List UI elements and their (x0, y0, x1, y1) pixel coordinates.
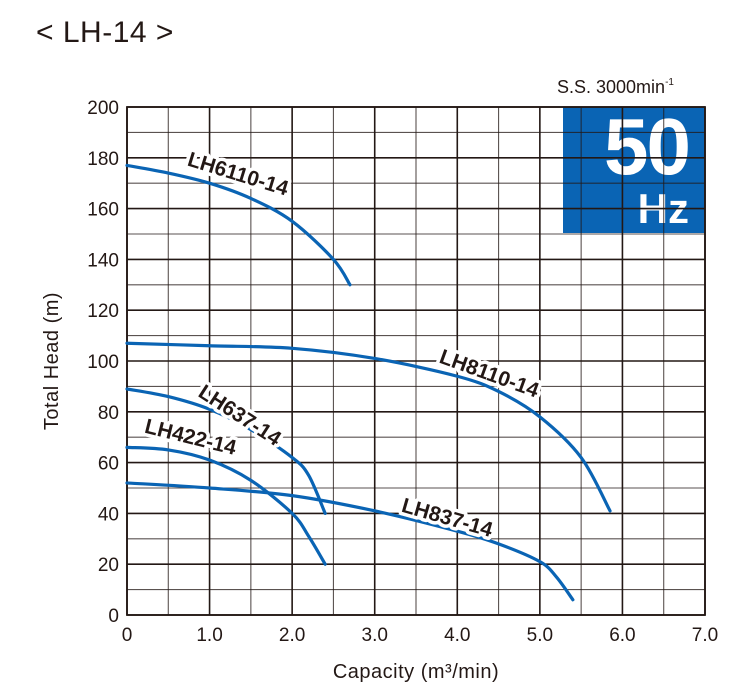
svg-text:LH837-14: LH837-14 (399, 494, 495, 542)
speed-label: S.S. 3000min-1 (557, 77, 674, 97)
x-tick-label: 1.0 (196, 625, 222, 646)
y-tick-label: 100 (87, 352, 119, 373)
y-axis-label: Total Head (m) (41, 292, 63, 430)
x-axis-label: Capacity (m³/min) (333, 661, 499, 683)
y-tick-label: 160 (87, 200, 119, 221)
performance-curves (125, 163, 612, 602)
y-tick-label: 60 (98, 454, 119, 475)
x-tick-label: 5.0 (527, 625, 553, 646)
curve-lh6110-14 (125, 163, 352, 287)
y-tick-label: 80 (98, 403, 119, 424)
x-tick-label: 3.0 (362, 625, 388, 646)
x-tick-label: 7.0 (692, 625, 718, 646)
y-tick-label: 200 (87, 98, 119, 119)
axis-ticks: 0 20 40 60 80 100 120 140 160 180 200 0 1.0 2.0 3.0 4.0… (87, 98, 718, 646)
y-tick-label: 40 (98, 504, 119, 525)
y-tick-label: 20 (98, 555, 119, 576)
y-tick-label: 180 (87, 149, 119, 170)
chart-title: < LH-14 > (36, 16, 174, 49)
x-tick-label: 0 (122, 625, 133, 646)
y-tick-label: 120 (87, 301, 119, 322)
x-tick-label: 4.0 (444, 625, 470, 646)
curve-lh422-14 (125, 445, 327, 566)
x-tick-label: 2.0 (279, 625, 305, 646)
y-tick-label: 0 (108, 606, 119, 627)
curve-lh8110-14 (125, 341, 612, 513)
y-tick-label: 140 (87, 250, 119, 271)
curve-lh837-14 (125, 481, 575, 602)
x-tick-label: 6.0 (609, 625, 635, 646)
frequency-value: 50 (604, 102, 691, 191)
curve-lh637-14 (125, 387, 327, 515)
